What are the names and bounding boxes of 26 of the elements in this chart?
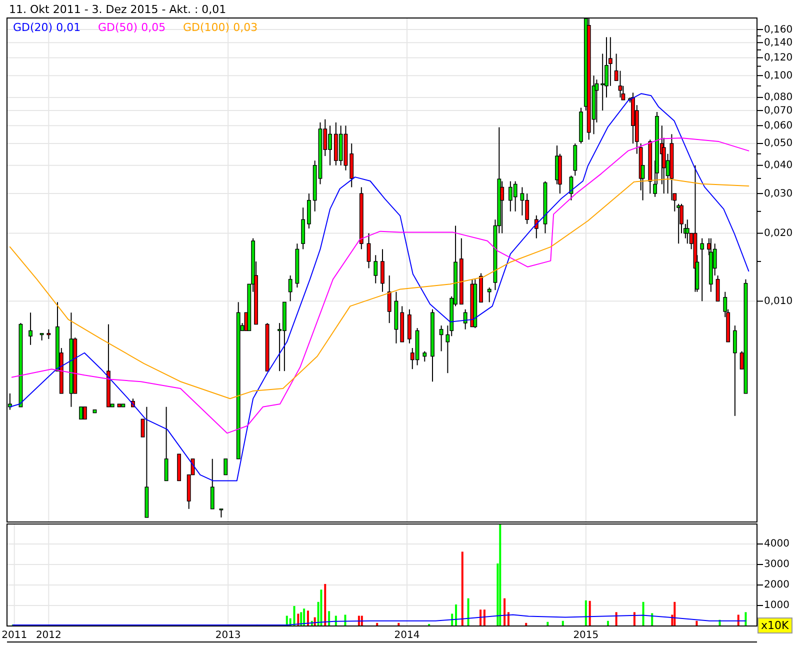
y-tick-label: 0,070 — [764, 105, 793, 116]
y-tick-label: 0,080 — [764, 92, 793, 104]
y-tick-label: 0,010 — [764, 296, 793, 307]
y-tick-label: 0,060 — [764, 120, 793, 132]
x-tick-label: 2014 — [394, 630, 420, 641]
text: x10K — [761, 619, 790, 632]
text: GD(50) 0,05 — [98, 21, 166, 34]
y-tick-label: 1000 — [764, 600, 790, 612]
text: GD(20) 0,01 — [13, 21, 81, 34]
text: GD(100) 0,03 — [183, 21, 258, 34]
y-tick-label: 4000 — [764, 538, 790, 550]
y-tick-label: 0,100 — [764, 70, 793, 82]
x-tick-label: 2015 — [573, 630, 599, 641]
y-tick-label: 2000 — [764, 580, 790, 591]
x-tick-label: 2011 — [2, 630, 28, 641]
y-tick-label: 0,140 — [764, 37, 793, 48]
x-tick-label: 2013 — [215, 630, 241, 641]
chart-title: 11. Okt 2011 - 3. Dez 2015 - Akt. : 0,01 — [9, 3, 226, 16]
y-tick-label: 3000 — [764, 559, 790, 570]
y-tick-label: 0,030 — [764, 188, 793, 200]
y-tick-label: 0,050 — [764, 138, 793, 150]
y-tick-label: 0,160 — [764, 24, 793, 36]
y-tick-label: 0,120 — [764, 52, 793, 64]
x-tick-label: 2012 — [36, 630, 62, 641]
y-tick-label: 0,040 — [764, 160, 793, 172]
y-tick-label: 0,020 — [764, 228, 793, 240]
